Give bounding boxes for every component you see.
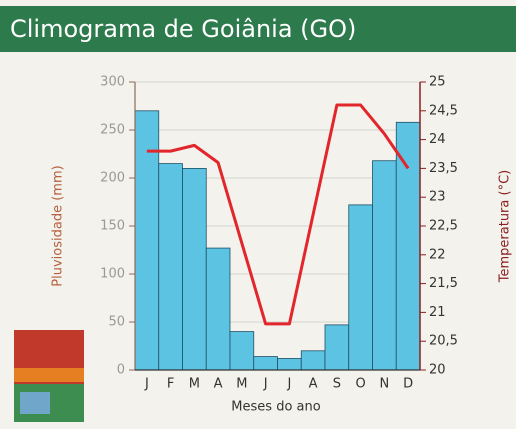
x-tick-label: A (309, 377, 318, 392)
y-tick-label: 250 (100, 123, 125, 138)
y-axis-label: Pluviosidade (mm) (51, 165, 66, 286)
x-tick-label: J (263, 377, 268, 392)
x-tick-label: F (167, 377, 174, 392)
y2-tick-label: 21,5 (429, 276, 458, 291)
y-tick-label: 50 (108, 315, 125, 330)
x-tick-label: D (403, 377, 413, 392)
x-tick-label: M (236, 377, 247, 392)
x-tick-label: A (214, 377, 223, 392)
x-tick-label: J (144, 377, 149, 392)
y2-tick-label: 20,5 (429, 334, 458, 349)
bar (183, 168, 207, 370)
bar (325, 325, 349, 370)
y-tick-label: 200 (100, 171, 125, 186)
chart-title: Climograma de Goiânia (GO) (10, 15, 356, 43)
x-tick-label: S (333, 377, 341, 392)
y2-tick-label: 22 (429, 247, 446, 262)
chart: Climograma de Goiânia (GO) Meses do ano … (0, 0, 516, 429)
x-tick-label: O (356, 377, 366, 392)
y-tick-label: 150 (100, 219, 125, 234)
y2-tick-label: 22,5 (429, 219, 458, 234)
book-cover (14, 330, 84, 422)
bar (301, 351, 325, 370)
y-tick-label: 0 (117, 363, 125, 378)
bar (159, 164, 183, 370)
bar (230, 332, 254, 370)
bar (254, 357, 278, 370)
y2-tick-label: 23,5 (429, 161, 458, 176)
y2-tick-label: 20 (429, 363, 446, 378)
x-axis-label: Meses do ano (231, 400, 320, 415)
bar (373, 161, 397, 370)
y2-tick-label: 23 (429, 190, 446, 205)
y-tick-label: 300 (100, 75, 125, 90)
x-tick-label: M (189, 377, 200, 392)
y2-tick-label: 24,5 (429, 103, 458, 118)
y-tick-label: 100 (100, 267, 125, 282)
bar (278, 358, 302, 370)
bar (396, 122, 420, 370)
bar (349, 205, 373, 370)
y2-tick-label: 21 (429, 305, 446, 320)
y2-tick-label: 24 (429, 132, 446, 147)
y2-axis-label: Temperatura (°C) (498, 170, 513, 283)
x-tick-label: N (380, 377, 390, 392)
bar (206, 248, 230, 370)
y2-tick-label: 25 (429, 75, 446, 90)
x-tick-label: J (286, 377, 291, 392)
